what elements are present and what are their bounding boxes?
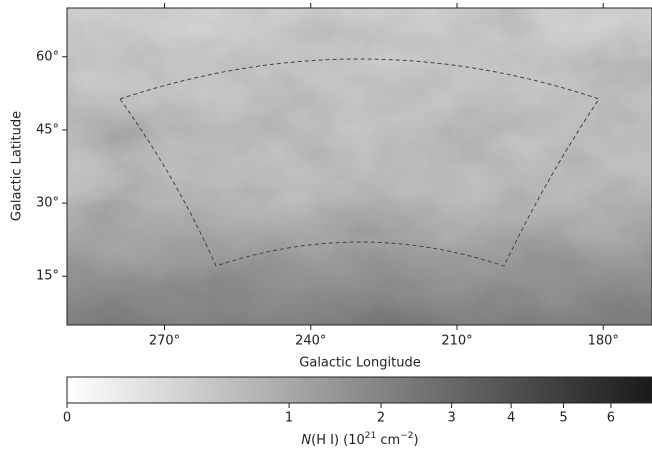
colorbar-tick-label: 0 xyxy=(63,411,71,426)
colorbar-label-part: ) xyxy=(413,433,418,448)
colorbar xyxy=(66,376,652,404)
y-tick-label: 15° xyxy=(36,269,59,284)
colorbar-label: N(H I) (1021 cm−2) xyxy=(301,431,418,448)
y-tick-label: 60° xyxy=(36,49,59,64)
colorbar-label-part: (H I) (10 xyxy=(311,433,365,448)
colorbar-tick-label: 2 xyxy=(377,411,385,426)
y-tick-label: 45° xyxy=(36,122,59,137)
colorbar-tick-label: 4 xyxy=(507,411,515,426)
survey-region xyxy=(119,58,600,267)
y-tick-label: 30° xyxy=(36,196,59,211)
colorbar-label-part: 21 xyxy=(365,431,376,441)
x-tick-label: 180° xyxy=(588,334,619,349)
colorbar-label-part: cm xyxy=(376,433,400,448)
colorbar-tick-label: 5 xyxy=(559,411,567,426)
sky-map xyxy=(67,8,652,325)
colorbar-tick-label: 1 xyxy=(285,411,293,426)
x-axis-label: Galactic Longitude xyxy=(299,356,420,371)
colorbar-tick-label: 6 xyxy=(607,411,615,426)
x-tick-label: 210° xyxy=(441,334,472,349)
x-tick-label: 270° xyxy=(149,334,180,349)
colorbar-label-part: N xyxy=(301,433,311,448)
colorbar-label-part: −2 xyxy=(400,431,413,441)
y-axis-label: Galactic Latitude xyxy=(10,111,25,221)
plot-frame xyxy=(66,7,652,326)
x-tick-label: 240° xyxy=(295,334,326,349)
colorbar-tick-label: 3 xyxy=(447,411,455,426)
